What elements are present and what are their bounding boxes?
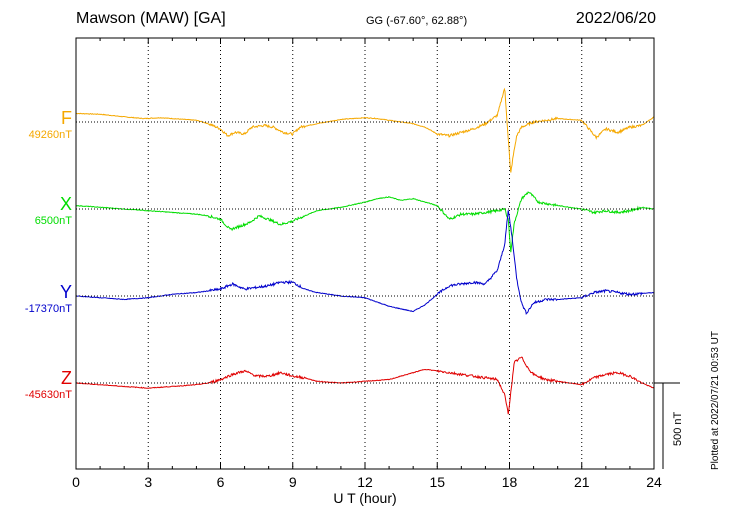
scale-label: 500 nT xyxy=(672,411,684,446)
channel-F-name: F xyxy=(61,108,72,128)
channel-F-baseline: 49260nT xyxy=(28,129,72,141)
scale-bar xyxy=(654,382,680,469)
x-tick-label: 0 xyxy=(72,474,80,490)
channel-Y-baseline: -17370nT xyxy=(24,303,72,315)
station-title: Mawson (MAW) [GA] xyxy=(76,10,226,27)
channel-Z-baseline: -45630nT xyxy=(24,389,72,401)
x-axis-label: U T (hour) xyxy=(333,490,396,506)
channel-Z-name: Z xyxy=(61,368,72,388)
date-label: 2022/06/20 xyxy=(575,10,656,27)
x-tick-label: 9 xyxy=(289,474,297,490)
x-tick-label: 21 xyxy=(574,474,590,490)
x-tick-label: 18 xyxy=(502,474,518,490)
series-line-F xyxy=(76,87,655,173)
series-line-X xyxy=(75,191,655,253)
x-tick-label: 12 xyxy=(357,474,373,490)
plotted-note: Plotted at 2022/07/21 00:53 UT xyxy=(710,331,721,470)
x-tick-label: 15 xyxy=(429,474,445,490)
coordinates: GG (-67.60°, 62.88°) xyxy=(366,15,468,27)
channel-X-label: X 6500nT xyxy=(0,194,72,228)
series-line-Y xyxy=(75,210,655,316)
channel-F-label: F 49260nT xyxy=(0,108,72,142)
x-tick-label: 24 xyxy=(646,474,662,490)
channel-Y-label: Y -17370nT xyxy=(0,282,72,316)
series-line-Z xyxy=(75,356,655,415)
channel-Y-name: Y xyxy=(59,282,72,302)
channel-Z-label: Z -45630nT xyxy=(0,368,72,402)
channel-X-name: X xyxy=(59,194,72,214)
x-tick-label: 3 xyxy=(144,474,152,490)
channel-X-baseline: 6500nT xyxy=(34,215,72,227)
x-tick-label: 6 xyxy=(217,474,225,490)
